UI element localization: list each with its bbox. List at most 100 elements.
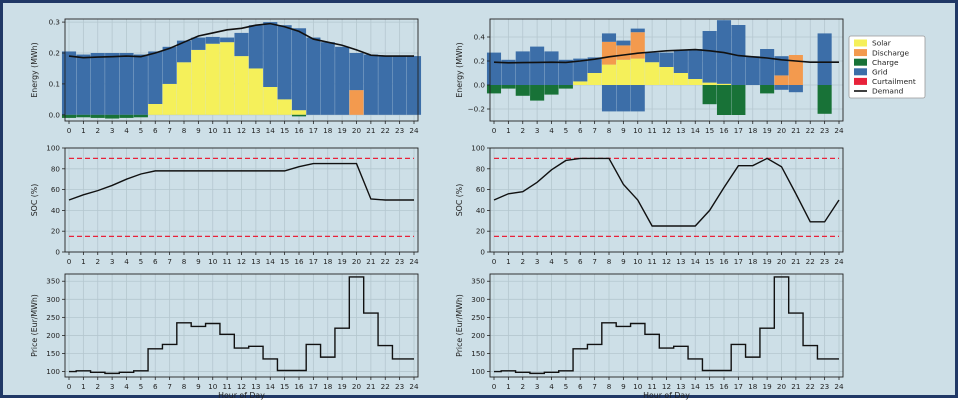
bar-charge (133, 114, 148, 118)
bar-grid (220, 37, 235, 43)
xtick-label: 17 (734, 382, 743, 391)
xtick-label: 3 (110, 257, 115, 266)
legend-label-charge: Charge (872, 58, 899, 67)
bar-grid (363, 54, 378, 115)
soc-line (68, 162, 414, 201)
bar-solar (688, 79, 703, 85)
bar-grid (176, 40, 192, 63)
bar-solar (234, 56, 249, 115)
bar-solar (630, 58, 645, 85)
xtick-label: 16 (294, 257, 304, 266)
bar-grid (530, 46, 545, 85)
xtick-label: 14 (266, 126, 276, 135)
bar-charge (486, 85, 502, 94)
bar-grid (162, 46, 177, 84)
xtick-label: 9 (196, 126, 201, 135)
bar-charge (731, 85, 746, 115)
xtick-label: 11 (648, 126, 657, 135)
xtick-label: 15 (280, 126, 289, 135)
ytick-label: 0.4 (474, 33, 486, 42)
bar-charge (817, 85, 832, 114)
xtick-label: 20 (352, 257, 362, 266)
xtick-label: 9 (196, 257, 201, 266)
bar-discharge (774, 75, 789, 85)
xtick-label: 23 (820, 257, 829, 266)
xtick-label: 20 (352, 382, 362, 391)
bar-grid (760, 49, 775, 85)
xtick-label: 12 (237, 382, 246, 391)
bar-charge (90, 114, 105, 118)
xtick-label: 24 (834, 382, 844, 391)
xtick-label: 16 (719, 382, 729, 391)
ytick-label: 60 (51, 185, 61, 194)
ytick-label: 0.0 (49, 110, 61, 119)
bar-grid (392, 56, 407, 115)
ytick-label: 200 (46, 331, 60, 340)
xtick-label: 16 (294, 382, 304, 391)
y-axis-label: Price (Eur/MWh) (30, 294, 39, 357)
bar-solar (191, 49, 206, 115)
demand-line (68, 22, 414, 59)
xtick-label: 8 (182, 126, 187, 135)
bar-solar (291, 110, 307, 115)
xtick-label: 8 (607, 257, 612, 266)
xtick-label: 13 (676, 382, 685, 391)
bar-solar (659, 67, 674, 85)
xtick-label: 15 (705, 257, 714, 266)
bar-grid (587, 57, 602, 73)
xtick-label: 2 (520, 126, 525, 135)
xtick-label: 13 (251, 126, 260, 135)
xtick-label: 5 (564, 126, 569, 135)
bar-charge (61, 114, 77, 118)
xtick-label: 12 (237, 126, 246, 135)
bar-grid (133, 54, 148, 115)
xtick-label: 0 (67, 126, 72, 135)
xtick-label: 10 (633, 382, 643, 391)
xtick-label: 22 (381, 257, 390, 266)
xtick-label: 11 (648, 382, 657, 391)
chart-energy-left: 0.00.10.20.30 1 2 3 4 5 6 7 8 9 10 11 12 13 14 15 16 17 18… (30, 18, 422, 135)
bar-grid (90, 53, 105, 115)
ytick-label: 0.2 (49, 49, 60, 58)
xtick-label: 2 (95, 257, 100, 266)
bar-solar (277, 99, 292, 115)
xtick-label: 18 (748, 257, 758, 266)
bar-charge (501, 85, 516, 89)
bar-charge (558, 85, 573, 89)
xtick-label: 14 (691, 126, 701, 135)
bar-grid-neg- (774, 85, 789, 90)
xtick-label: 7 (167, 126, 172, 135)
xtick-label: 11 (223, 382, 232, 391)
ytick-label: −0.2 (468, 105, 485, 114)
bar-grid (335, 46, 350, 115)
bar-discharge (616, 45, 631, 60)
xtick-label: 17 (309, 126, 318, 135)
xtick-label: 9 (621, 126, 626, 135)
xtick-label: 9 (621, 257, 626, 266)
bar-solar (205, 43, 220, 115)
xtick-label: 20 (777, 257, 787, 266)
bar-grid (148, 51, 163, 104)
bar-charge (515, 85, 530, 96)
xtick-label: 10 (208, 257, 218, 266)
bar-grid (191, 37, 206, 50)
bar-grid (659, 52, 674, 67)
bar-grid (248, 25, 263, 69)
xtick-label: 6 (153, 126, 158, 135)
bar-grid (515, 51, 530, 85)
xtick-label: 19 (338, 257, 348, 266)
xtick-label: 19 (763, 126, 773, 135)
xtick-label: 16 (294, 126, 304, 135)
bar-solar (601, 64, 617, 85)
ytick-label: 80 (476, 164, 486, 173)
ytick-label: 0.3 (49, 18, 60, 27)
y-axis-label: Energy (MWh) (455, 42, 464, 97)
xtick-label: 12 (662, 126, 671, 135)
ytick-label: 100 (471, 144, 485, 153)
chart-energy-right: −0.20.00.20.40 1 2 3 4 5 6 7 8 9 10 11 12 13 14 15 16 17 1… (455, 18, 926, 135)
ytick-label: 350 (471, 277, 485, 286)
xtick-label: 5 (564, 257, 569, 266)
xtick-label: 13 (251, 257, 260, 266)
